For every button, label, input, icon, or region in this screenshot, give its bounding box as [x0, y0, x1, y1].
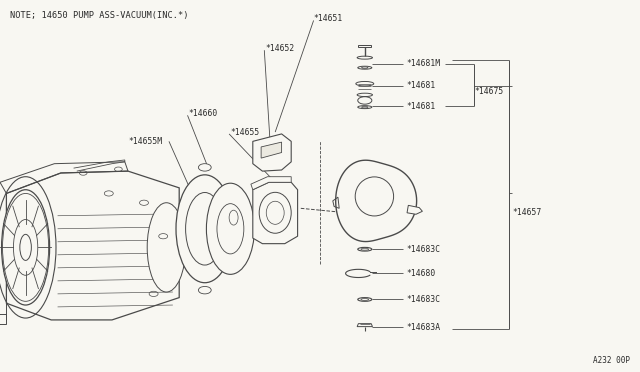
Text: *14655M: *14655M — [128, 137, 162, 146]
Ellipse shape — [176, 175, 234, 283]
Ellipse shape — [206, 183, 254, 275]
Circle shape — [198, 164, 211, 171]
Polygon shape — [336, 160, 417, 241]
Text: NOTE; 14650 PUMP ASS-VACUUM(INC.*): NOTE; 14650 PUMP ASS-VACUUM(INC.*) — [10, 11, 188, 20]
Polygon shape — [261, 142, 282, 158]
Polygon shape — [407, 205, 422, 214]
Text: *14680: *14680 — [406, 269, 436, 278]
Ellipse shape — [186, 193, 224, 265]
Ellipse shape — [358, 298, 372, 301]
Ellipse shape — [217, 204, 244, 254]
Text: *14660: *14660 — [189, 109, 218, 118]
Text: A232 00P: A232 00P — [593, 356, 630, 365]
Ellipse shape — [2, 190, 50, 305]
Text: *14683C: *14683C — [406, 295, 440, 304]
Text: *14683A: *14683A — [406, 323, 440, 332]
Ellipse shape — [358, 66, 372, 69]
Polygon shape — [251, 177, 291, 190]
Text: *14675: *14675 — [475, 87, 504, 96]
Text: *14655: *14655 — [230, 128, 260, 137]
Text: *14681: *14681 — [406, 81, 436, 90]
Ellipse shape — [147, 203, 186, 292]
Polygon shape — [253, 182, 298, 244]
Ellipse shape — [358, 106, 372, 109]
Text: *14681M: *14681M — [406, 60, 440, 68]
Text: *14652: *14652 — [266, 44, 295, 53]
Text: *14657: *14657 — [512, 208, 541, 217]
Circle shape — [198, 286, 211, 294]
Ellipse shape — [358, 247, 372, 251]
Polygon shape — [253, 134, 291, 171]
Text: *14651: *14651 — [314, 14, 343, 23]
Ellipse shape — [357, 56, 372, 59]
Text: *14681: *14681 — [406, 102, 436, 110]
Text: *14683C: *14683C — [406, 245, 440, 254]
